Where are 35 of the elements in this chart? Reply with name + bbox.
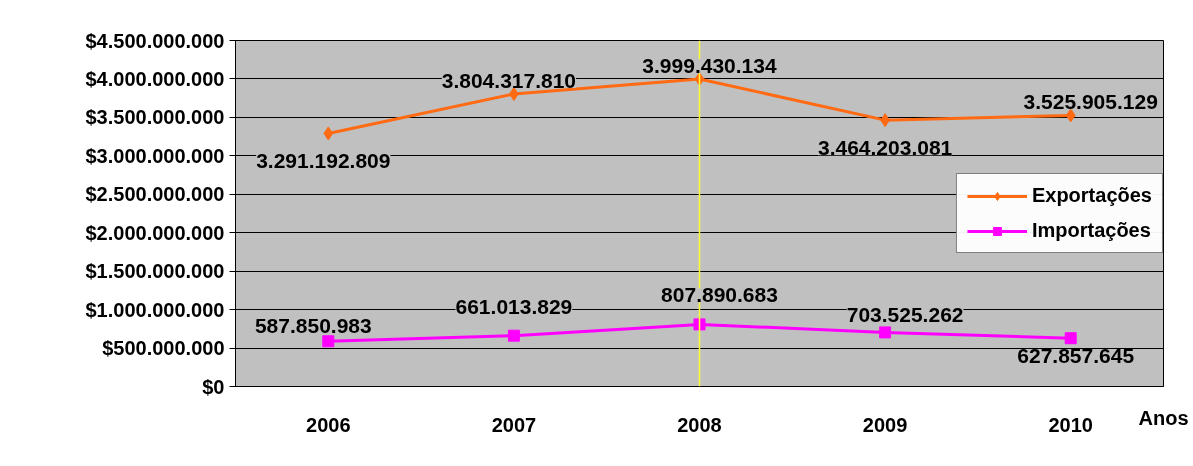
y-tick-label: $4.500.000.000 — [85, 29, 225, 52]
x-tick-label: 2006 — [306, 413, 351, 436]
data-label: 627.857.645 — [1017, 344, 1135, 368]
y-tick-label: $1.000.000.000 — [85, 298, 225, 321]
x-tick-label: 2010 — [1048, 413, 1093, 436]
y-tick-label: $2.500.000.000 — [85, 183, 225, 206]
point — [323, 126, 334, 141]
data-label: 3.525.905.129 — [1023, 90, 1158, 114]
y-tick-label: $3.000.000.000 — [85, 144, 225, 167]
y-tick-label: $0 — [202, 375, 225, 398]
point — [693, 318, 706, 331]
y-tick-label: $2.000.000.000 — [85, 221, 225, 244]
x-tick-label: 2007 — [491, 413, 537, 436]
point — [322, 335, 335, 348]
point — [1065, 108, 1076, 123]
data-label: 3.291.192.809 — [256, 149, 391, 173]
data-label: 703.525.262 — [846, 303, 964, 327]
legend-label: Exportações — [1031, 184, 1152, 207]
x-axis-title: Anos — [1138, 406, 1189, 429]
data-label: 3.999.430.134 — [642, 53, 777, 77]
data-label: 3.464.203.081 — [817, 136, 953, 160]
y-tick-label: $4.000.000.000 — [85, 67, 225, 90]
x-tick-label: 2009 — [862, 413, 908, 436]
point — [507, 329, 520, 342]
data-label: 587.850.983 — [254, 314, 372, 338]
point — [879, 326, 892, 339]
point — [1064, 332, 1077, 345]
x-tick-label: 2008 — [677, 413, 722, 436]
y-tick-label: $500.000.000 — [102, 337, 225, 360]
y-tick-label: $1.500.000.000 — [85, 260, 225, 283]
y-tick-label: $3.500.000.000 — [85, 106, 225, 129]
legend-label: Importações — [1031, 219, 1151, 242]
data-label: 807.890.683 — [661, 283, 778, 307]
data-label: 661.013.829 — [455, 294, 573, 318]
data-label: 3.804.317.810 — [441, 68, 577, 92]
